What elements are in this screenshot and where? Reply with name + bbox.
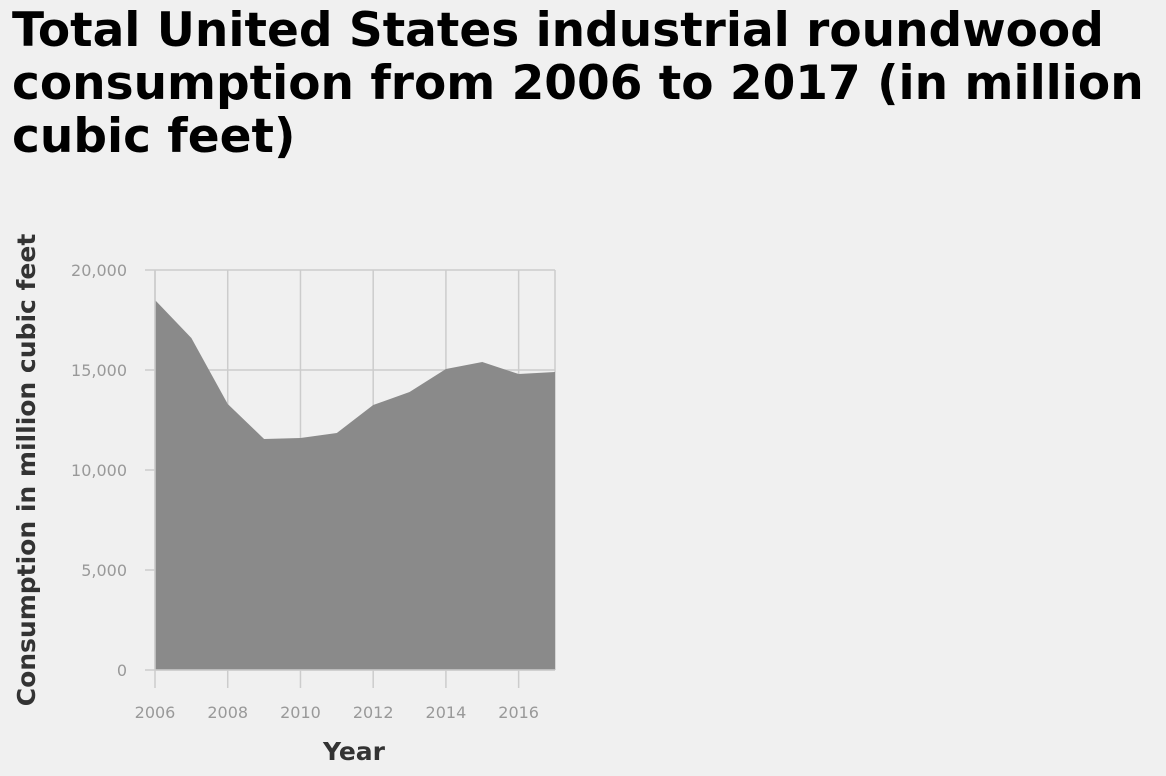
x-tick-label: 2010 [280, 703, 321, 722]
y-tick-label: 15,000 [71, 361, 127, 380]
area-fill [155, 300, 555, 670]
y-tick-label: 10,000 [71, 461, 127, 480]
chart-title: Total United States industrial roundwood… [12, 3, 1144, 164]
area-series [154, 299, 556, 670]
y-tick-label: 20,000 [71, 261, 127, 280]
x-tick-label: 2012 [353, 703, 394, 722]
x-tick-label: 2014 [426, 703, 467, 722]
y-tick-label: 5,000 [81, 561, 127, 580]
y-axis-title: Consumption in million cubic feet [12, 234, 41, 707]
axes: 0 5,000 10,000 15,000 20,000 2006 2008 2010 2012… [71, 261, 555, 722]
x-tick-label: 2008 [207, 703, 248, 722]
x-tick-label: 2016 [498, 703, 539, 722]
x-axis-title: Year [322, 737, 386, 766]
x-tick-label: 2006 [135, 703, 176, 722]
y-tick-label: 0 [117, 661, 127, 680]
